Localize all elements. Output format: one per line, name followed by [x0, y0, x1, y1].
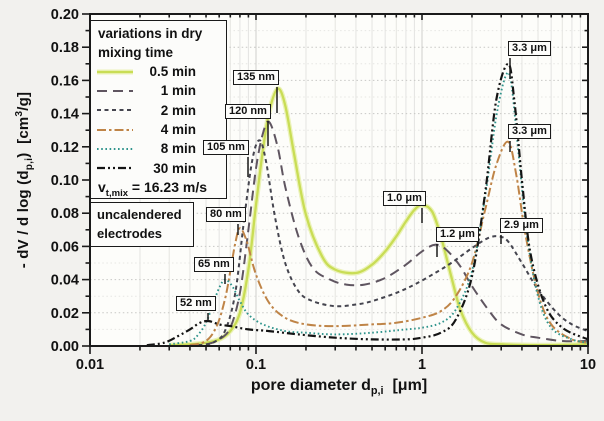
legend-entry-label: 4 min: [160, 122, 196, 138]
peak-label: 135 nm: [233, 70, 279, 85]
legend-entry-label: 0.5 min: [149, 64, 196, 80]
y-axis-title: - dV / d log (dp,i) [cm3/g]: [14, 91, 35, 269]
y-axis-title-subscript: p,i: [24, 157, 35, 171]
y-tick-label: 0.20: [51, 7, 79, 23]
peak-label: 3.3 μm: [508, 41, 551, 56]
x-axis-unit: [μm]: [392, 377, 428, 394]
legend-swatch-1-min: [97, 89, 133, 92]
legend-swatch-4-min: [97, 128, 133, 131]
curve-1-min: [189, 120, 587, 345]
tick-labels: 0.01 0.1 1 10 0.00 0.02 0.04 0.06 0.08 0.10 0.12 0.…: [51, 7, 596, 373]
x-axis-title: pore diameter dp,i [μm]: [90, 377, 588, 397]
electrode-note-line2: electrodes: [97, 226, 163, 241]
y-tick-label: 0.04: [51, 273, 79, 289]
y-axis-title-text: - dV / d log (d: [15, 170, 32, 269]
x-tick-label: 10: [580, 357, 596, 373]
peak-label: 80 nm: [206, 207, 246, 222]
x-axis-title-subscript: p,i: [370, 385, 384, 398]
peak-label: 2.9 μm: [500, 218, 543, 233]
legend-entry: 8 min: [91, 139, 226, 158]
peak-label: 120 nm: [225, 104, 271, 119]
curve-0-5-min: [169, 87, 587, 345]
mixing-speed-note: vt,mix = 16.23 m/s: [98, 178, 208, 199]
y-tick-label: 0.10: [51, 173, 79, 189]
peak-label: 3.3 μm: [508, 124, 551, 139]
y-tick-label: 0.16: [51, 73, 79, 89]
legend-entry-label: 1 min: [160, 83, 196, 99]
curve-2-min: [198, 139, 587, 345]
legend: variations in dry mixing time 0.5 min 1 m…: [90, 20, 227, 199]
x-axis-title-text: pore diameter d: [250, 377, 371, 394]
legend-entry: 1 min: [91, 81, 226, 100]
legend-title-line1: variations in dry: [98, 26, 203, 41]
electrode-note-line1: uncalendered: [97, 207, 182, 222]
y-tick-label: 0.18: [51, 40, 79, 56]
y-tick-label: 0.12: [51, 140, 79, 156]
peak-label: 1.2 μm: [436, 227, 479, 242]
legend-title-line2: mixing time: [98, 45, 174, 60]
legend-swatch-0-5-min: [97, 69, 133, 75]
peak-label: 1.0 μm: [383, 191, 426, 206]
legend-entry: 2 min: [91, 101, 226, 120]
peak-label: 65 nm: [194, 257, 234, 272]
peak-label: 52 nm: [176, 296, 216, 311]
legend-entry: 30 min: [91, 158, 226, 177]
electrode-note: uncalendered electrodes: [90, 202, 194, 247]
legend-entries: 0.5 min 1 min 2 min 4 min 8 min 30 min: [91, 62, 226, 178]
legend-swatch-2-min: [97, 109, 133, 112]
legend-entry-label: 8 min: [160, 141, 196, 157]
annotation-leaders: [207, 58, 511, 321]
legend-entry: 4 min: [91, 120, 226, 139]
legend-entry: 0.5 min: [91, 62, 226, 81]
x-tick-label: 0.1: [246, 357, 266, 373]
x-tick-label: 0.01: [76, 357, 104, 373]
y-tick-label: 0.08: [51, 206, 79, 222]
y-tick-label: 0.06: [51, 239, 79, 255]
curves: [146, 62, 587, 345]
y-axis-unit: [cm: [15, 116, 32, 144]
x-tick-label: 1: [418, 357, 426, 373]
legend-entry-label: 2 min: [160, 102, 196, 118]
y-tick-label: 0.14: [51, 107, 79, 123]
legend-title: variations in dry mixing time: [91, 21, 226, 62]
y-tick-label: 0.02: [51, 306, 79, 322]
axis-ticks: [82, 13, 589, 354]
legend-entry-label: 30 min: [153, 160, 196, 176]
legend-swatch-8-min: [97, 147, 133, 150]
peak-label: 105 nm: [203, 140, 249, 155]
y-tick-label: 0.00: [51, 339, 79, 355]
curve-4-min: [189, 140, 587, 345]
legend-swatch-30-min: [97, 167, 133, 170]
